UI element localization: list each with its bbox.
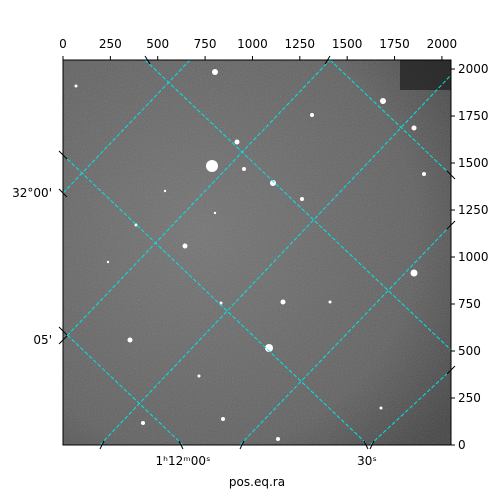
x-tick-label: 2000 <box>427 37 458 51</box>
x-tick-label: 500 <box>146 37 169 51</box>
coordinate-grid <box>63 60 451 445</box>
ra-label: 30ˢ <box>357 454 377 468</box>
x-tick-label: 1500 <box>332 37 363 51</box>
ra-label: 1ʰ12ᵐ00ˢ <box>156 454 211 468</box>
y-tick-label: 1000 <box>458 250 489 264</box>
y-tick-label: 1750 <box>458 109 489 123</box>
x-tick-label: 1000 <box>237 37 268 51</box>
x-tick-label: 250 <box>99 37 122 51</box>
y-tick-label: 500 <box>458 344 481 358</box>
x-tick-label: 1250 <box>285 37 316 51</box>
y-tick-label: 750 <box>458 297 481 311</box>
frame <box>62 59 452 446</box>
dec-label: 32°00' <box>12 186 52 200</box>
y-tick-label: 250 <box>458 391 481 405</box>
x-axis-label: pos.eq.ra <box>229 475 285 489</box>
y-tick-label: 1500 <box>458 156 489 170</box>
image <box>63 60 451 445</box>
dec-label: 05' <box>33 333 52 347</box>
x-tick-label: 0 <box>59 37 67 51</box>
y-tick-label: 2000 <box>458 62 489 76</box>
wcs-ticks <box>58 55 456 450</box>
x-tick-label: 1750 <box>379 37 410 51</box>
x-tick-label: 750 <box>194 37 217 51</box>
y-tick-label: 1250 <box>458 203 489 217</box>
stars <box>74 69 426 441</box>
y-tick-label: 0 <box>458 438 466 452</box>
